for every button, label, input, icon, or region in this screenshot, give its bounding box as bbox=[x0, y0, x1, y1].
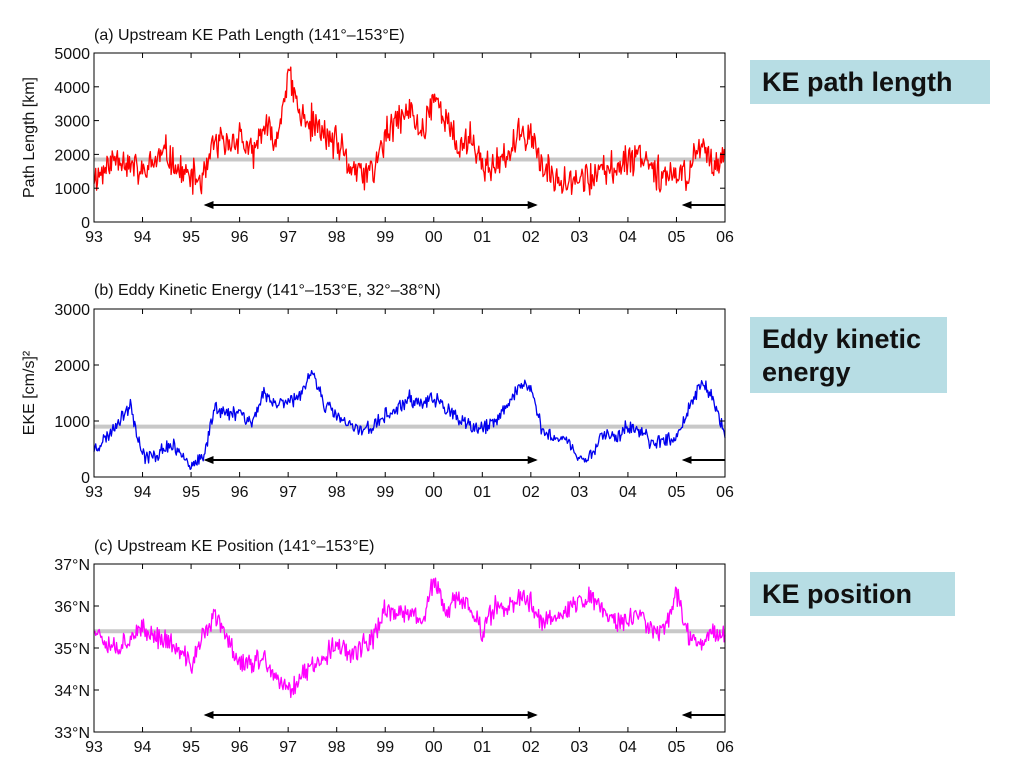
x-tick-label: 05 bbox=[668, 739, 686, 756]
y-tick-label: 0 bbox=[81, 215, 90, 232]
x-tick-label: 93 bbox=[85, 229, 103, 246]
x-tick-label: 97 bbox=[279, 739, 297, 756]
x-tick-label: 99 bbox=[376, 229, 394, 246]
x-tick-label: 06 bbox=[716, 739, 734, 756]
x-tick-label: 98 bbox=[328, 229, 346, 246]
x-tick-label: 96 bbox=[231, 739, 249, 756]
x-tick-label: 01 bbox=[473, 229, 491, 246]
x-tick-label: 94 bbox=[134, 484, 152, 501]
y-tick-label: 34°N bbox=[54, 683, 90, 700]
y-tick-label: 36°N bbox=[54, 599, 90, 616]
y-tick-label: 2000 bbox=[54, 147, 90, 164]
x-tick-label: 04 bbox=[619, 739, 637, 756]
y-tick-label: 5000 bbox=[54, 46, 90, 63]
x-tick-label: 03 bbox=[570, 229, 588, 246]
x-tick-label: 95 bbox=[182, 739, 200, 756]
callout-eke-line2: energy bbox=[762, 357, 851, 387]
x-tick-label: 97 bbox=[279, 484, 297, 501]
x-tick-label: 95 bbox=[182, 229, 200, 246]
x-tick-label: 04 bbox=[619, 484, 637, 501]
y-tick-label: 2000 bbox=[54, 358, 90, 375]
panel-title: (c) Upstream KE Position (141°–153°E) bbox=[94, 538, 374, 555]
callout-eke-line1: Eddy kinetic bbox=[762, 324, 922, 354]
y-tick-label: 1000 bbox=[54, 181, 90, 198]
y-tick-label: 1000 bbox=[54, 414, 90, 431]
x-tick-label: 96 bbox=[231, 229, 249, 246]
y-tick-label: 33°N bbox=[54, 725, 90, 742]
callout-ke-position: KE position bbox=[750, 572, 955, 616]
x-tick-label: 96 bbox=[231, 484, 249, 501]
x-tick-label: 93 bbox=[85, 484, 103, 501]
y-tick-label: 3000 bbox=[54, 114, 90, 131]
y-tick-label: 4000 bbox=[54, 80, 90, 97]
x-tick-label: 06 bbox=[716, 229, 734, 246]
panel-ke-position: (c) Upstream KE Position (141°–153°E) 33°… bbox=[54, 538, 734, 756]
x-tick-label: 99 bbox=[376, 739, 394, 756]
callout-path-length: KE path length bbox=[750, 60, 990, 104]
plot-frame bbox=[93, 52, 726, 223]
y-tick-label: 37°N bbox=[54, 557, 90, 574]
y-axis-label: EKE [cm/s]² bbox=[21, 350, 38, 435]
x-tick-label: 05 bbox=[668, 484, 686, 501]
x-tick-label: 98 bbox=[328, 484, 346, 501]
y-tick-label: 35°N bbox=[54, 641, 90, 658]
x-tick-label: 02 bbox=[522, 229, 540, 246]
callout-eddy-kinetic-energy: Eddy kinetic energy bbox=[750, 317, 947, 393]
data-series-line bbox=[93, 577, 726, 699]
x-tick-label: 94 bbox=[134, 229, 152, 246]
panel-eddy-kinetic-energy: (b) Eddy Kinetic Energy (141°–153°E, 32°… bbox=[21, 282, 734, 501]
x-tick-label: 02 bbox=[522, 739, 540, 756]
x-tick-label: 06 bbox=[716, 484, 734, 501]
x-tick-label: 03 bbox=[570, 484, 588, 501]
x-tick-label: 00 bbox=[425, 739, 443, 756]
x-tick-label: 04 bbox=[619, 229, 637, 246]
x-tick-label: 01 bbox=[473, 739, 491, 756]
callout-ke-position-text: KE position bbox=[762, 579, 912, 609]
x-tick-label: 97 bbox=[279, 229, 297, 246]
y-axis-label: Path Length [km] bbox=[21, 77, 38, 198]
x-tick-label: 99 bbox=[376, 484, 394, 501]
data-series-line bbox=[93, 369, 726, 471]
x-tick-label: 05 bbox=[668, 229, 686, 246]
x-tick-label: 02 bbox=[522, 484, 540, 501]
y-tick-label: 3000 bbox=[54, 302, 90, 319]
panel-title: (a) Upstream KE Path Length (141°–153°E) bbox=[94, 27, 405, 44]
x-tick-label: 94 bbox=[134, 739, 152, 756]
panel-path-length: (a) Upstream KE Path Length (141°–153°E)… bbox=[21, 27, 734, 246]
panel-title: (b) Eddy Kinetic Energy (141°–153°E, 32°… bbox=[94, 282, 441, 299]
callout-path-length-text: KE path length bbox=[762, 67, 953, 97]
plot-frame bbox=[93, 308, 726, 478]
x-tick-label: 98 bbox=[328, 739, 346, 756]
x-tick-label: 95 bbox=[182, 484, 200, 501]
data-series-line bbox=[93, 66, 726, 196]
x-tick-label: 93 bbox=[85, 739, 103, 756]
x-tick-label: 03 bbox=[570, 739, 588, 756]
plot-frame bbox=[93, 563, 726, 733]
x-tick-label: 00 bbox=[425, 229, 443, 246]
x-tick-label: 00 bbox=[425, 484, 443, 501]
y-tick-label: 0 bbox=[81, 470, 90, 487]
x-tick-label: 01 bbox=[473, 484, 491, 501]
